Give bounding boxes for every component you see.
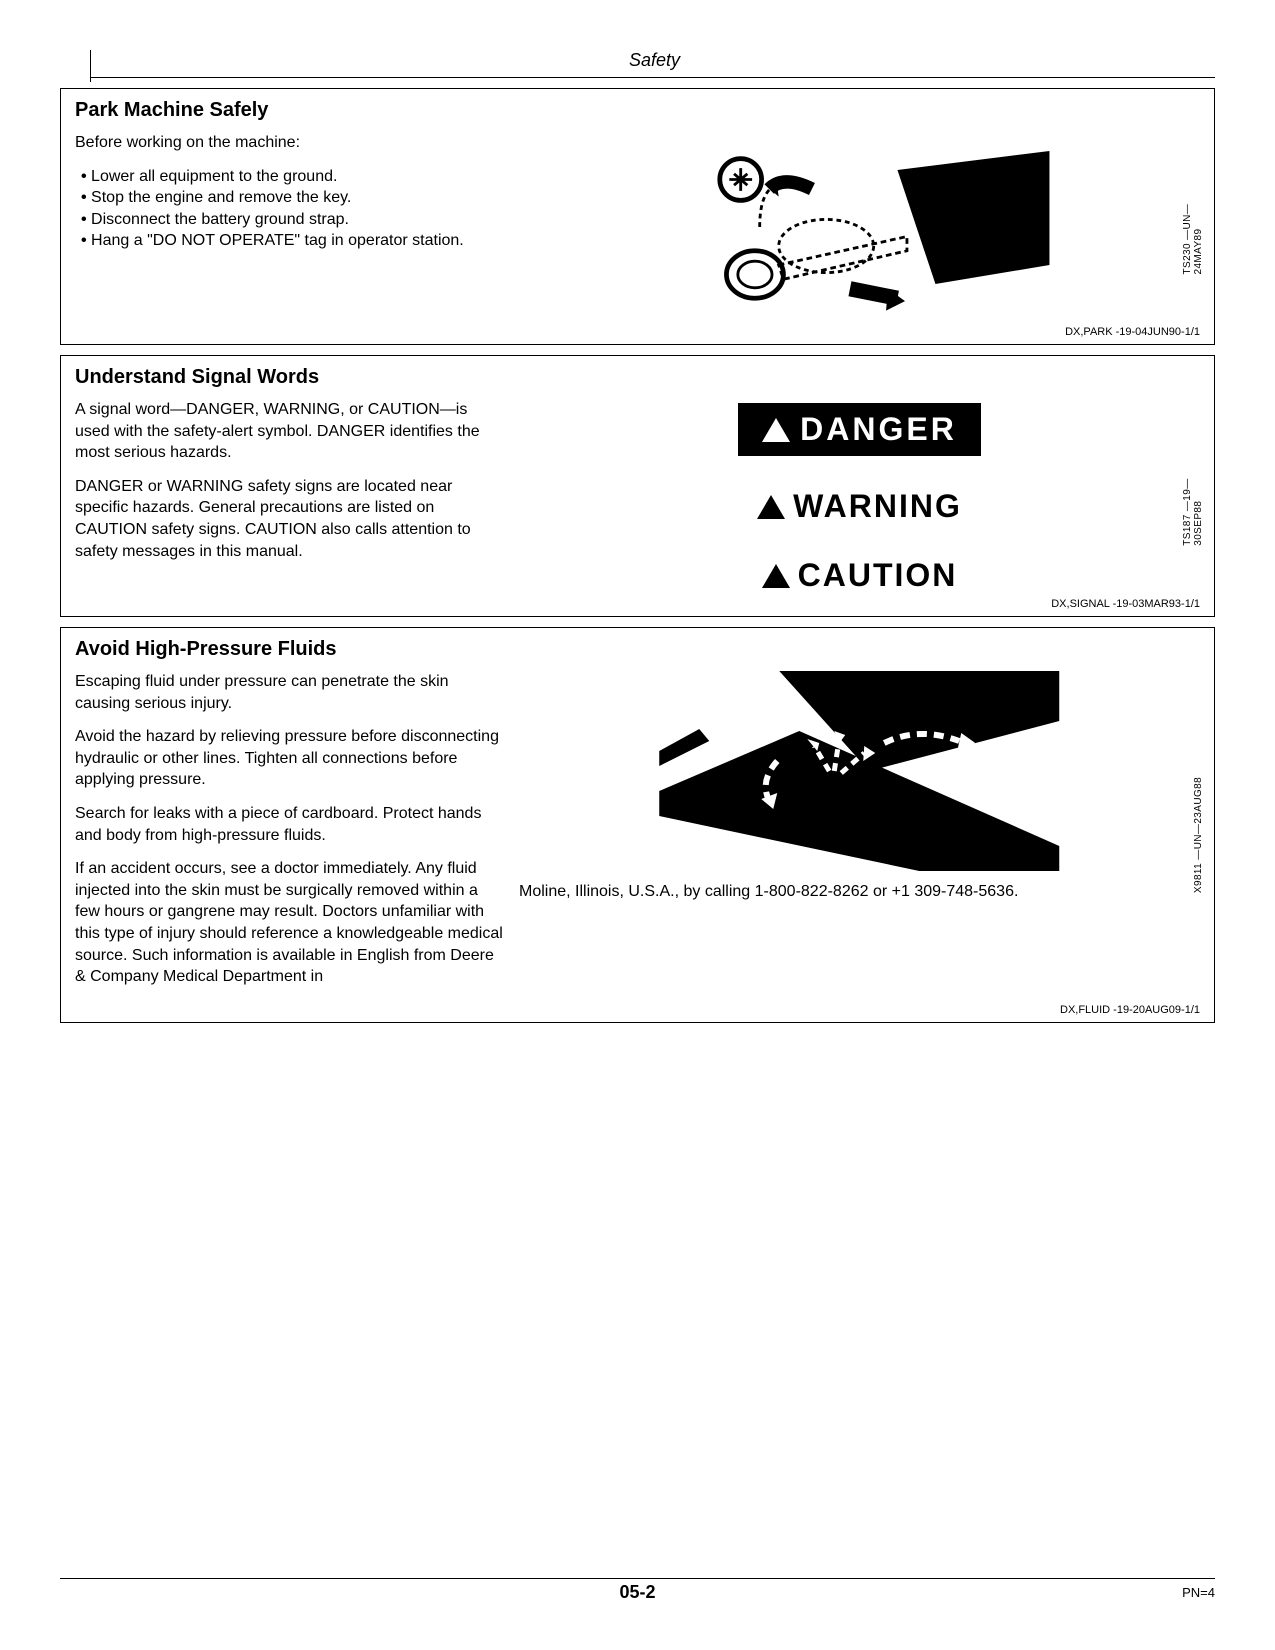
caution-label: CAUTION [762,557,958,594]
key-removal-icon [553,132,1166,322]
fluid-para1: Escaping fluid under pressure can penetr… [75,671,505,714]
section-fluid: Avoid High-Pressure Fluids Escaping flui… [60,627,1215,1023]
park-bullet-2: Disconnect the battery ground strap. [81,209,505,231]
section-park-body: Before working on the machine: Lower all… [75,132,1200,322]
park-bullet-0: Lower all equipment to the ground. [81,166,505,188]
warning-text: WARNING [793,488,962,525]
danger-text: DANGER [800,411,957,448]
section-park-title: Park Machine Safely [75,99,1200,122]
section-signal-body: A signal word—DANGER, WARNING, or CAUTIO… [75,399,1200,594]
signal-para1: A signal word—DANGER, WARNING, or CAUTIO… [75,399,505,464]
fluid-text: Escaping fluid under pressure can penetr… [75,671,505,1000]
fluid-footer-code: DX,FLUID -19-20AUG09-1/1 [75,1000,1200,1020]
park-bullet-3: Hang a "DO NOT OPERATE" tag in operator … [81,230,505,252]
park-footer-code: DX,PARK -19-04JUN90-1/1 [75,322,1200,342]
fluid-para3: Search for leaks with a piece of cardboa… [75,803,505,846]
page-number: 05-2 [619,1582,655,1603]
park-bullets: Lower all equipment to the ground. Stop … [81,166,505,252]
fluid-contact: Moline, Illinois, U.S.A., by calling 1-8… [519,881,1200,903]
fluid-img-ref: X9811 —UN—23AUG88 [1193,777,1204,893]
signal-text: A signal word—DANGER, WARNING, or CAUTIO… [75,399,505,594]
page-header-title: Safety [90,50,1215,78]
caution-text: CAUTION [798,557,958,594]
signal-para2: DANGER or WARNING safety signs are locat… [75,476,505,562]
signal-illustration-col: DANGER WARNING CAUTION TS187 —19—30SEP88 [519,399,1200,594]
danger-label: DANGER [738,403,981,456]
signal-img-ref: TS187 —19—30SEP88 [1182,448,1204,546]
alert-icon [762,564,790,588]
fluid-illustration-col: X9811 —UN—23AUG88 Moline, Illinois, U.S.… [519,671,1200,1000]
park-illustration-col: TS230 —UN—24MAY89 [519,132,1200,322]
alert-icon [757,495,785,519]
page-container: Safety Park Machine Safely Before workin… [0,0,1275,1023]
section-fluid-body: Escaping fluid under pressure can penetr… [75,671,1200,1000]
fluid-para2: Avoid the hazard by relieving pressure b… [75,726,505,791]
section-signal-title: Understand Signal Words [75,366,1200,389]
fluid-hazard-icon [546,671,1173,871]
header-divider [90,50,91,82]
alert-icon [762,418,790,442]
footer-pn: PN=4 [1182,1585,1215,1600]
signal-footer-code: DX,SIGNAL -19-03MAR93-1/1 [75,594,1200,614]
page-footer: 05-2 PN=4 [60,1578,1215,1600]
signal-words-graphic: DANGER WARNING CAUTION [519,399,1200,594]
park-intro: Before working on the machine: [75,132,505,154]
section-fluid-title: Avoid High-Pressure Fluids [75,638,1200,661]
fluid-para4: If an accident occurs, see a doctor imme… [75,858,505,988]
section-signal: Understand Signal Words A signal word—DA… [60,355,1215,617]
warning-label: WARNING [757,488,962,525]
park-img-ref: TS230 —UN—24MAY89 [1182,180,1204,275]
park-text: Before working on the machine: Lower all… [75,132,505,322]
park-bullet-1: Stop the engine and remove the key. [81,187,505,209]
section-park: Park Machine Safely Before working on th… [60,88,1215,345]
